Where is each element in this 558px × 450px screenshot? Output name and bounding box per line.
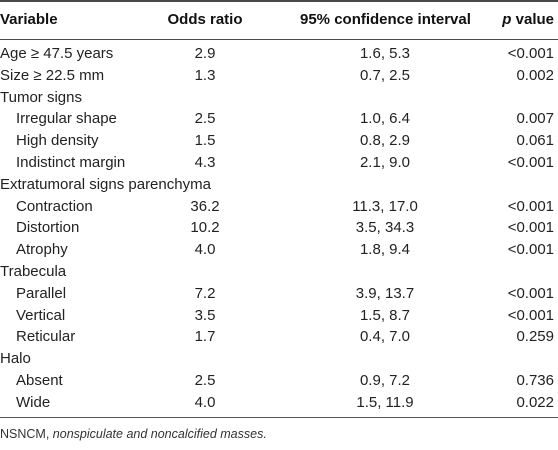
row-p-value: 0.007 bbox=[516, 110, 554, 128]
table-row: Irregular shape 2.5 1.0, 6.4 0.007 bbox=[0, 107, 558, 131]
row-label: Parallel bbox=[16, 284, 67, 302]
row-label: Trabecula bbox=[0, 263, 67, 280]
table-row: High density 1.5 0.8, 2.9 0.061 bbox=[0, 129, 558, 153]
row-p-value: 0.736 bbox=[516, 372, 554, 389]
row-confidence-interval: 1.8, 9.4 bbox=[359, 241, 411, 259]
table-row: Age ≥ 47.5 years 2.9 1.6, 5.3 <0.001 bbox=[0, 42, 558, 66]
row-odds-ratio: 1.3 bbox=[194, 66, 216, 84]
row-confidence-interval: 0.7, 2.5 bbox=[359, 66, 411, 84]
row-p-value: 0.022 bbox=[516, 393, 554, 411]
row-confidence-interval: 1.5, 11.9 bbox=[356, 393, 414, 411]
row-odds-ratio: 4.0 bbox=[194, 241, 216, 259]
row-confidence-interval: 1.0, 6.4 bbox=[359, 110, 411, 128]
table-row: Reticular 1.7 0.4, 7.0 0.259 bbox=[0, 325, 558, 349]
table-row: Atrophy 4.0 1.8, 9.4 <0.001 bbox=[0, 238, 558, 262]
header-odds-ratio: Odds ratio bbox=[167, 11, 243, 28]
row-confidence-interval: 1.6, 5.3 bbox=[359, 45, 411, 62]
row-label: Absent bbox=[16, 372, 63, 389]
row-confidence-interval: 0.4, 7.0 bbox=[359, 328, 411, 346]
table-row: Wide 4.0 1.5, 11.9 0.022 bbox=[0, 391, 558, 415]
bottom-rule bbox=[0, 417, 558, 418]
top-rule bbox=[0, 0, 558, 2]
table-row: Contraction 36.2 11.3, 17.0 <0.001 bbox=[0, 195, 558, 219]
table-row: Parallel 7.2 3.9, 13.7 <0.001 bbox=[0, 282, 558, 306]
footnote-abbreviation: NSNCM, bbox=[0, 427, 50, 441]
row-label: Size ≥ 22.5 mm bbox=[0, 66, 105, 84]
row-label: Halo bbox=[0, 350, 31, 368]
row-odds-ratio: 4.3 bbox=[194, 154, 216, 171]
row-confidence-interval: 11.3, 17.0 bbox=[352, 197, 418, 215]
header-p-value: p value bbox=[502, 6, 554, 34]
table-header: Variable Odds ratio 95% confidence inter… bbox=[0, 6, 558, 34]
row-p-value: 0.002 bbox=[516, 66, 554, 84]
row-label: Reticular bbox=[16, 328, 76, 346]
row-odds-ratio: 1.7 bbox=[194, 328, 216, 346]
row-p-value: <0.001 bbox=[507, 306, 554, 324]
row-odds-ratio: 36.2 bbox=[190, 197, 220, 215]
row-label: Age ≥ 47.5 years bbox=[0, 45, 114, 62]
row-odds-ratio: 2.5 bbox=[194, 110, 216, 128]
row-label: Wide bbox=[16, 393, 51, 411]
row-odds-ratio: 4.0 bbox=[194, 393, 216, 411]
row-odds-ratio: 2.5 bbox=[194, 372, 216, 389]
header-confidence-interval: 95% confidence interval bbox=[300, 11, 471, 28]
row-p-value: <0.001 bbox=[507, 197, 554, 215]
row-odds-ratio: 1.5 bbox=[194, 132, 216, 150]
header-variable: Variable bbox=[0, 11, 58, 28]
row-confidence-interval: 0.8, 2.9 bbox=[359, 132, 411, 150]
row-p-value: 0.061 bbox=[516, 132, 554, 150]
row-label: Extratumoral signs parenchyma bbox=[0, 175, 211, 193]
row-p-value: <0.001 bbox=[507, 154, 554, 171]
header-p-rest: value bbox=[511, 11, 554, 28]
row-label: Vertical bbox=[16, 306, 66, 324]
row-confidence-interval: 0.9, 7.2 bbox=[359, 372, 411, 389]
row-label: High density bbox=[16, 132, 99, 150]
row-label: Contraction bbox=[16, 197, 93, 215]
row-confidence-interval: 3.5, 34.3 bbox=[355, 219, 415, 237]
row-odds-ratio: 7.2 bbox=[194, 284, 216, 302]
table-row: Absent 2.5 0.9, 7.2 0.736 bbox=[0, 369, 558, 393]
table-row: Halo bbox=[0, 347, 558, 371]
table-footnote: NSNCM, nonspiculate and noncalcified mas… bbox=[0, 427, 267, 441]
row-label: Indistinct margin bbox=[16, 154, 126, 171]
row-p-value: <0.001 bbox=[507, 45, 554, 62]
header-rule bbox=[0, 39, 558, 40]
table-row: Vertical 3.5 1.5, 8.7 <0.001 bbox=[0, 304, 558, 328]
row-p-value: <0.001 bbox=[507, 241, 554, 259]
table-row: Tumor signs bbox=[0, 86, 558, 110]
row-label: Tumor signs bbox=[0, 88, 82, 106]
row-label: Irregular shape bbox=[16, 110, 117, 128]
row-p-value: <0.001 bbox=[507, 284, 554, 302]
row-confidence-interval: 2.1, 9.0 bbox=[359, 154, 411, 171]
table-row: Size ≥ 22.5 mm 1.3 0.7, 2.5 0.002 bbox=[0, 64, 558, 88]
row-odds-ratio: 2.9 bbox=[194, 45, 216, 62]
header-p-italic: p bbox=[502, 11, 512, 28]
row-confidence-interval: 1.5, 8.7 bbox=[359, 306, 411, 324]
row-odds-ratio: 3.5 bbox=[194, 306, 216, 324]
table-row: Indistinct margin 4.3 2.1, 9.0 <0.001 bbox=[0, 151, 558, 175]
table-row: Distortion 10.2 3.5, 34.3 <0.001 bbox=[0, 216, 558, 240]
row-p-value: <0.001 bbox=[507, 219, 554, 237]
row-confidence-interval: 3.9, 13.7 bbox=[355, 284, 415, 302]
row-odds-ratio: 10.2 bbox=[190, 219, 220, 237]
row-p-value: 0.259 bbox=[516, 328, 554, 346]
row-label: Atrophy bbox=[16, 241, 68, 259]
table-row: Extratumoral signs parenchyma bbox=[0, 173, 558, 197]
footnote-text: nonspiculate and noncalcified masses. bbox=[49, 427, 267, 441]
row-label: Distortion bbox=[16, 219, 80, 237]
table-row: Trabecula bbox=[0, 260, 558, 284]
